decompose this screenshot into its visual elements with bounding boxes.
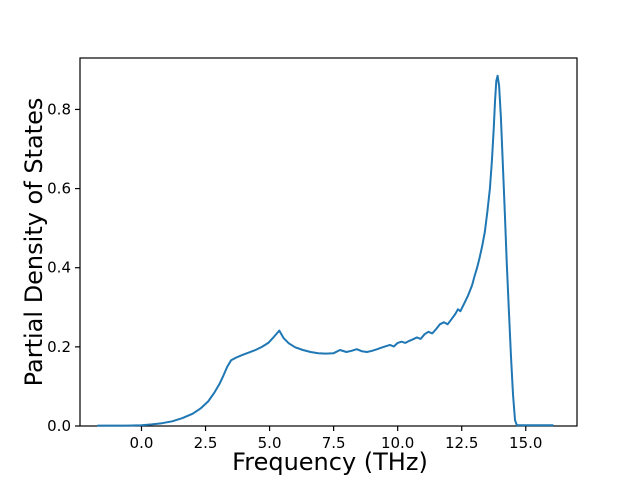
x-tick-label: 10.0 bbox=[381, 434, 414, 452]
x-tick-label: 0.0 bbox=[130, 434, 154, 452]
y-tick-label: 0.4 bbox=[47, 259, 71, 277]
y-tick-label: 0.8 bbox=[47, 100, 71, 118]
y-tick-label: 0.2 bbox=[47, 338, 71, 356]
y-tick-label: 0.0 bbox=[47, 417, 71, 435]
y-axis-ticks: 0.0 0.2 0.4 0.6 0.8 bbox=[47, 100, 80, 435]
x-tick-label: 7.5 bbox=[322, 434, 346, 452]
x-tick-label: 12.5 bbox=[445, 434, 478, 452]
y-tick-label: 0.6 bbox=[47, 180, 71, 198]
plot-area bbox=[79, 57, 578, 427]
dos-curve bbox=[96, 74, 554, 427]
x-tick-label: 5.0 bbox=[258, 434, 282, 452]
y-axis-label: Partial Density of States bbox=[20, 98, 48, 387]
x-axis-label: Frequency (THz) bbox=[232, 448, 428, 476]
x-axis-ticks: 0.0 2.5 5.0 7.5 10.0 12.5 15.0 bbox=[130, 426, 542, 452]
x-tick-label: 2.5 bbox=[194, 434, 218, 452]
x-tick-label: 15.0 bbox=[509, 434, 542, 452]
